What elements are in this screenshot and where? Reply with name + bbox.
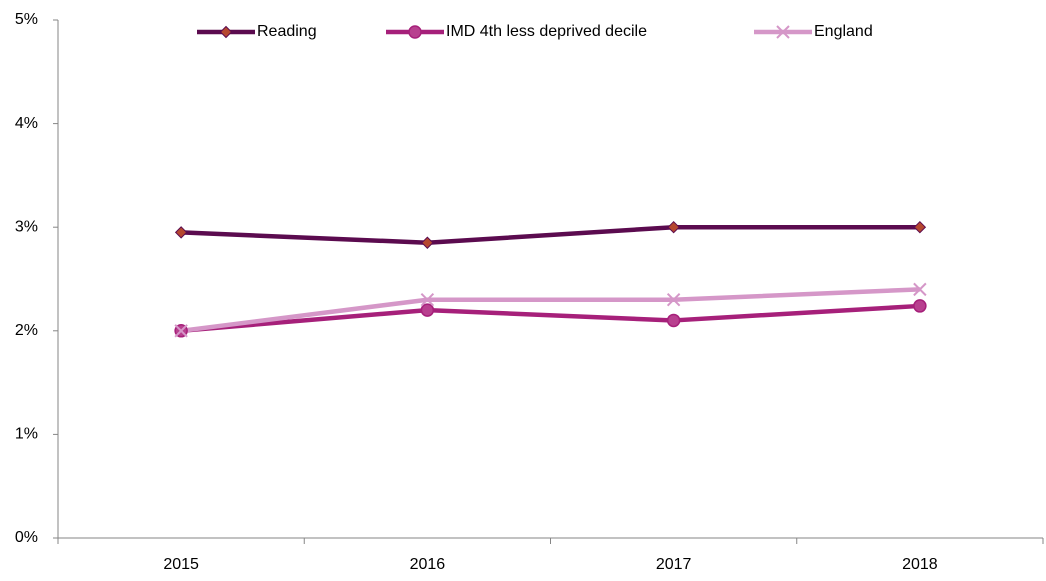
legend-marker <box>776 25 790 39</box>
legend-marker <box>408 25 422 39</box>
data-point <box>913 282 927 297</box>
y-tick-label: 1% <box>15 426 38 443</box>
legend-label: England <box>814 23 873 40</box>
data-point <box>174 324 188 338</box>
y-tick-label: 3% <box>15 218 38 235</box>
data-point <box>667 220 680 234</box>
x-tick-label: 2015 <box>163 556 199 573</box>
data-point <box>174 226 188 239</box>
series-line <box>181 224 920 245</box>
data-point <box>666 313 681 328</box>
data-point <box>913 299 927 313</box>
x-tick-label: 2017 <box>656 556 692 573</box>
legend-label: IMD 4th less deprived decile <box>446 23 647 40</box>
y-tick-label: 4% <box>15 115 38 132</box>
y-tick-label: 2% <box>15 322 38 339</box>
x-tick-label: 2016 <box>410 556 446 573</box>
legend-label: Reading <box>257 23 317 40</box>
data-point <box>420 303 435 317</box>
data-point <box>913 220 927 234</box>
x-tick-label: 2018 <box>902 556 938 573</box>
data-point <box>666 293 681 307</box>
series-line <box>180 287 920 334</box>
y-tick-label: 5% <box>15 11 38 28</box>
data-point <box>420 293 435 307</box>
data-point <box>421 236 434 249</box>
y-tick-label: 0% <box>15 529 38 546</box>
legend-marker <box>219 25 233 39</box>
series-line <box>180 303 921 334</box>
